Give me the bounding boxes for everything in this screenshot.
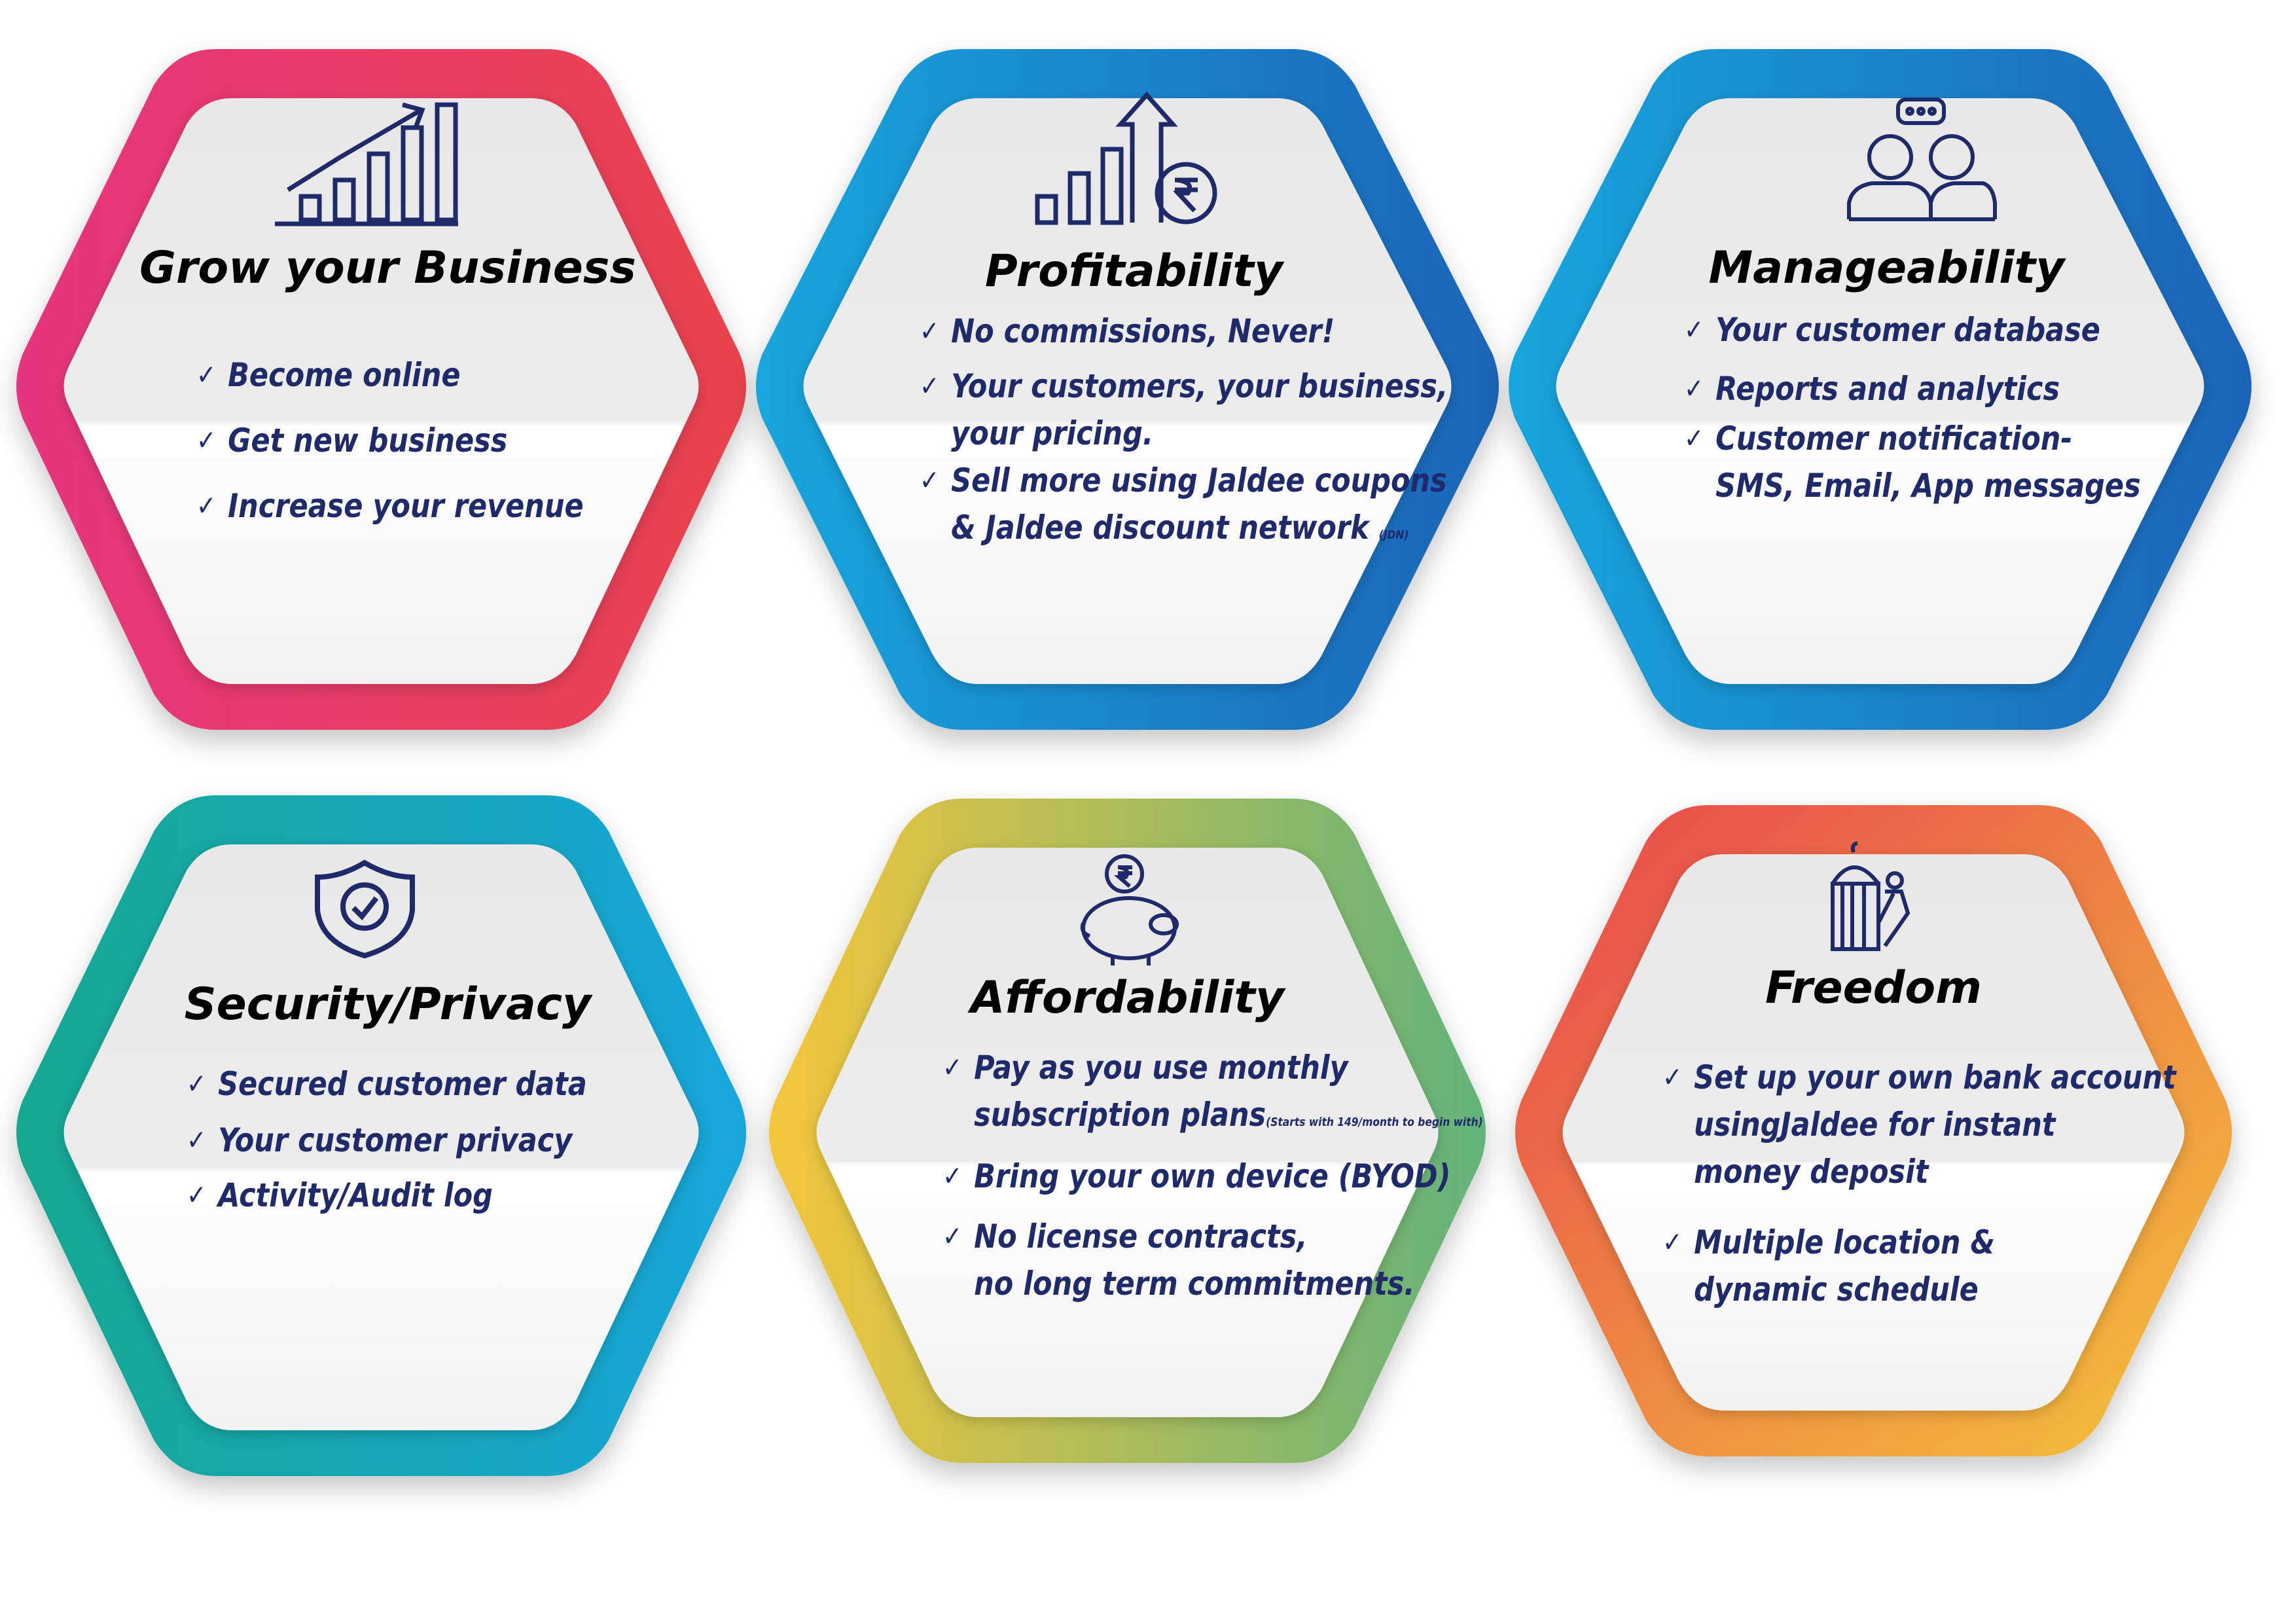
list-item: ✓ Your customer privacy xyxy=(187,1117,587,1164)
check-icon: ✓ xyxy=(187,1179,207,1211)
hexagon-profitability xyxy=(756,49,1499,730)
card-title: Manageability xyxy=(1708,242,2065,294)
list-item: ✓ Set up your own bank account usingJaldee… xyxy=(1662,1054,2176,1195)
check-icon: ✓ xyxy=(196,359,217,391)
point-list: ✓ Secured customer data ✓ Your customer pr… xyxy=(187,1060,652,1219)
growth-chart-icon xyxy=(275,102,458,226)
card-grow: Grow your Business ✓ Become online ✓ Get n… xyxy=(23,49,753,730)
check-icon: ✓ xyxy=(1684,422,1704,454)
check-icon: ✓ xyxy=(920,464,940,496)
check-icon: ✓ xyxy=(196,424,217,456)
list-item: ✓ Get new business xyxy=(196,417,584,464)
piggy-bank-icon xyxy=(1080,854,1179,965)
check-icon: ✓ xyxy=(1662,1061,1683,1093)
hexagon-freedom xyxy=(1515,805,2232,1456)
card-title: Profitability xyxy=(984,245,1283,297)
check-icon: ✓ xyxy=(1662,1226,1683,1258)
check-icon: ✓ xyxy=(920,370,940,402)
list-item: ✓ Multiple location & dynamic schedule xyxy=(1662,1219,2176,1313)
point-list: ✓ No commissions, Never! ✓ Your customers,… xyxy=(920,308,1534,559)
list-item: ✓ Increase your revenue xyxy=(196,482,584,530)
point-list: ✓ Become online ✓ Get new business ✓ Increa… xyxy=(196,352,647,530)
list-item: ✓ Sell more using Jaldee coupons & Jaldee … xyxy=(920,457,1448,559)
list-item: ✓ No commissions, Never! xyxy=(920,308,1448,355)
card-manageability: Manageability ✓ Your customer database ✓ R… xyxy=(1515,49,2258,730)
check-icon: ✓ xyxy=(196,490,217,522)
check-icon: ✓ xyxy=(942,1160,963,1192)
check-icon: ✓ xyxy=(187,1068,207,1100)
check-icon: ✓ xyxy=(942,1220,963,1252)
card-security: Security/Privacy ✓ Secured customer data … xyxy=(23,795,753,1476)
list-item: ✓ Your customers, your business, your pric… xyxy=(920,363,1448,457)
team-chat-icon xyxy=(1847,98,1997,221)
rupee-growth-icon xyxy=(1035,91,1217,225)
hexagon-affordability xyxy=(769,799,1486,1463)
check-icon: ✓ xyxy=(942,1051,963,1083)
card-title: Affordability xyxy=(970,972,1285,1024)
point-list: ✓ Your customer database ✓ Reports and ana… xyxy=(1684,306,2215,509)
card-title: Freedom xyxy=(1765,962,1982,1014)
card-freedom: Freedom ✓ Set up your own bank account usi… xyxy=(1509,805,2238,1456)
card-affordability: Affordability ✓ Pay as you use monthly sub… xyxy=(762,799,1492,1463)
list-item: ✓ Become online xyxy=(196,352,584,399)
cage-escape-icon xyxy=(1831,841,1910,951)
list-item: ✓ Customer notification- SMS, Email, App m… xyxy=(1684,415,2141,509)
hexagon-grow xyxy=(16,49,746,730)
card-profitability: Profitability ✓ No commissions, Never! ✓ Y… xyxy=(762,49,1505,730)
list-item: ✓ Secured customer data xyxy=(187,1060,587,1108)
check-icon: ✓ xyxy=(1684,314,1704,346)
check-icon: ✓ xyxy=(920,315,940,347)
point-list: ✓ Pay as you use monthly subscription plan… xyxy=(942,1044,1571,1307)
list-item: ✓ Your customer database xyxy=(1684,306,2141,353)
list-item: ✓ No license contracts, no long term commi… xyxy=(942,1213,1483,1307)
shield-check-icon xyxy=(315,859,415,959)
list-item: ✓ Pay as you use monthly subscription plan… xyxy=(942,1044,1483,1146)
card-title: Security/Privacy xyxy=(184,979,592,1030)
card-title: Grow your Business xyxy=(139,242,636,294)
list-item: ✓ Bring your own device (BYOD) xyxy=(942,1153,1483,1200)
hexagon-manageability xyxy=(1509,49,2251,730)
hexagon-security xyxy=(16,795,746,1476)
check-icon: ✓ xyxy=(187,1124,207,1156)
check-icon: ✓ xyxy=(1684,372,1704,405)
list-item: ✓ Reports and analytics xyxy=(1684,365,2141,412)
list-item: ✓ Activity/Audit log xyxy=(187,1172,587,1219)
point-list: ✓ Set up your own bank account usingJaldee… xyxy=(1662,1054,2259,1313)
